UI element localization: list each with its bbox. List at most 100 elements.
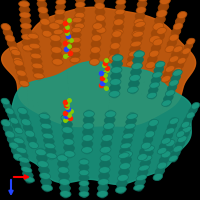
Ellipse shape: [139, 148, 149, 155]
Ellipse shape: [154, 67, 164, 73]
Ellipse shape: [23, 171, 33, 178]
Ellipse shape: [14, 60, 24, 66]
Ellipse shape: [38, 161, 48, 167]
Ellipse shape: [112, 61, 123, 67]
Ellipse shape: [123, 133, 133, 139]
Ellipse shape: [51, 41, 61, 47]
Ellipse shape: [96, 27, 106, 33]
Ellipse shape: [83, 129, 93, 135]
Ellipse shape: [95, 9, 105, 15]
Ellipse shape: [45, 148, 56, 154]
Ellipse shape: [121, 143, 131, 149]
Ellipse shape: [118, 153, 129, 158]
Ellipse shape: [184, 43, 193, 50]
Ellipse shape: [121, 157, 132, 164]
Ellipse shape: [128, 80, 139, 87]
Ellipse shape: [125, 123, 135, 129]
Ellipse shape: [11, 49, 21, 56]
Ellipse shape: [8, 113, 16, 119]
Ellipse shape: [149, 36, 160, 43]
Ellipse shape: [114, 19, 123, 26]
Ellipse shape: [75, 0, 85, 2]
Polygon shape: [10, 62, 192, 184]
Ellipse shape: [79, 186, 89, 192]
Ellipse shape: [70, 47, 80, 53]
Ellipse shape: [127, 86, 138, 93]
Ellipse shape: [134, 26, 145, 32]
Ellipse shape: [15, 65, 25, 71]
Ellipse shape: [28, 33, 39, 39]
Ellipse shape: [49, 29, 60, 35]
Ellipse shape: [12, 55, 22, 61]
Ellipse shape: [173, 23, 183, 30]
Ellipse shape: [96, 21, 106, 27]
Ellipse shape: [167, 61, 177, 67]
Ellipse shape: [19, 1, 30, 7]
Ellipse shape: [58, 167, 69, 173]
Ellipse shape: [27, 136, 37, 143]
Ellipse shape: [176, 131, 185, 137]
Ellipse shape: [132, 36, 142, 42]
Ellipse shape: [135, 22, 146, 27]
Ellipse shape: [22, 39, 33, 45]
Ellipse shape: [55, 9, 65, 15]
Ellipse shape: [147, 56, 157, 63]
Ellipse shape: [109, 49, 119, 55]
Ellipse shape: [118, 175, 128, 181]
Ellipse shape: [145, 131, 155, 138]
Ellipse shape: [113, 25, 123, 31]
Ellipse shape: [137, 1, 147, 8]
Ellipse shape: [90, 47, 100, 53]
Ellipse shape: [35, 149, 46, 156]
Ellipse shape: [12, 122, 21, 129]
Ellipse shape: [60, 191, 71, 197]
Ellipse shape: [169, 80, 179, 86]
Ellipse shape: [79, 191, 89, 197]
Ellipse shape: [186, 112, 195, 119]
Ellipse shape: [130, 75, 140, 81]
Ellipse shape: [23, 125, 33, 131]
Ellipse shape: [13, 57, 23, 64]
Ellipse shape: [43, 133, 53, 139]
Ellipse shape: [175, 17, 185, 24]
Ellipse shape: [173, 70, 182, 76]
Ellipse shape: [15, 142, 25, 149]
Ellipse shape: [144, 146, 155, 152]
Ellipse shape: [126, 118, 137, 124]
Ellipse shape: [52, 53, 63, 59]
Ellipse shape: [63, 133, 73, 139]
Ellipse shape: [98, 179, 109, 185]
Ellipse shape: [75, 18, 85, 24]
Ellipse shape: [5, 35, 15, 42]
Ellipse shape: [18, 75, 28, 81]
Ellipse shape: [127, 114, 138, 119]
Ellipse shape: [141, 142, 151, 149]
Ellipse shape: [103, 129, 113, 135]
Ellipse shape: [139, 165, 149, 171]
Ellipse shape: [182, 48, 191, 54]
Ellipse shape: [146, 62, 155, 69]
Ellipse shape: [9, 142, 19, 149]
Ellipse shape: [136, 175, 147, 181]
Ellipse shape: [178, 136, 187, 143]
Ellipse shape: [111, 37, 121, 43]
Ellipse shape: [13, 138, 24, 144]
Ellipse shape: [83, 117, 94, 123]
Ellipse shape: [54, 24, 64, 30]
Ellipse shape: [64, 145, 75, 151]
Ellipse shape: [41, 24, 51, 31]
Ellipse shape: [39, 113, 50, 119]
Ellipse shape: [138, 0, 148, 2]
Ellipse shape: [21, 34, 32, 40]
Ellipse shape: [163, 71, 173, 77]
Polygon shape: [2, 7, 196, 127]
Ellipse shape: [38, 7, 48, 13]
Ellipse shape: [20, 162, 31, 168]
Ellipse shape: [138, 154, 147, 161]
Ellipse shape: [99, 167, 110, 173]
Ellipse shape: [92, 35, 102, 41]
Ellipse shape: [141, 155, 152, 161]
Ellipse shape: [36, 0, 46, 2]
Ellipse shape: [153, 23, 164, 30]
Ellipse shape: [61, 115, 72, 121]
